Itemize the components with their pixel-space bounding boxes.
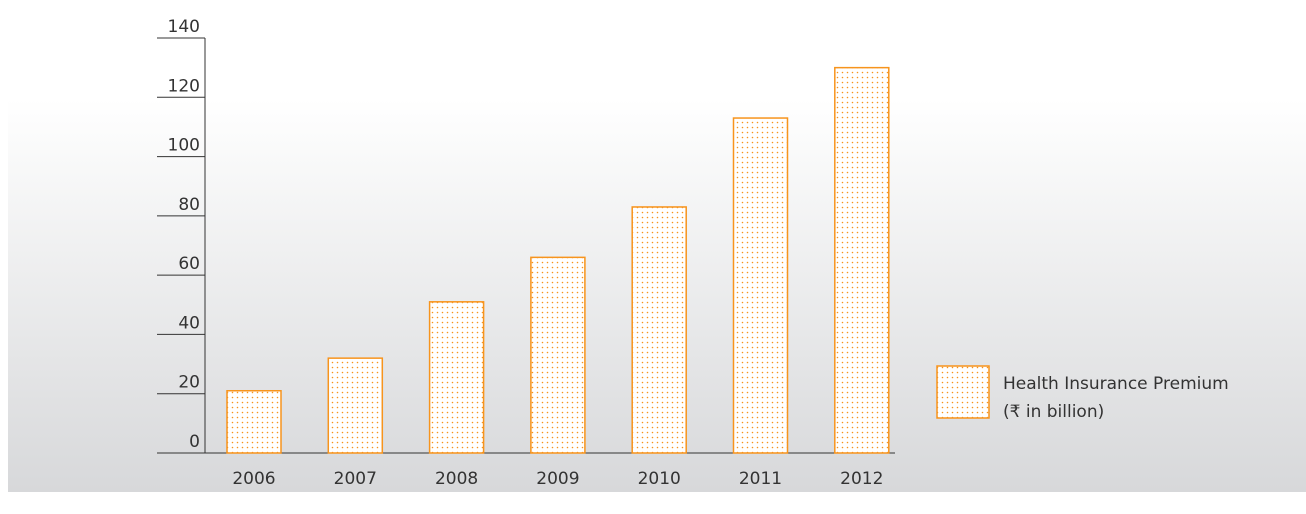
bar-2008: [428, 301, 485, 454]
bar-2012: [834, 66, 890, 454]
bar-2009: [530, 256, 586, 454]
x-label-2007: 2007: [334, 469, 377, 489]
y-tick-label-0: 0: [189, 432, 200, 452]
x-label-2011: 2011: [739, 469, 782, 489]
x-label-2008: 2008: [435, 469, 478, 489]
bar-2011: [732, 117, 789, 454]
y-tick-label-140: 140: [168, 17, 200, 37]
x-label-2010: 2010: [638, 469, 681, 489]
bar-2007: [327, 357, 384, 454]
legend: Health Insurance Premium (₹ in billion): [936, 365, 1229, 422]
bar-2010: [631, 206, 687, 454]
legend-label-line-1: Health Insurance Premium: [1003, 374, 1229, 394]
y-tick-label-120: 120: [168, 76, 200, 96]
bar-2006: [226, 390, 282, 454]
x-label-2006: 2006: [232, 469, 275, 489]
y-tick-label-60: 60: [178, 254, 200, 274]
x-label-2009: 2009: [536, 469, 579, 489]
legend-label-line-2: (₹ in billion): [1003, 402, 1104, 422]
y-tick-label-80: 80: [178, 195, 200, 215]
legend-swatch: [936, 365, 990, 419]
y-axis: 0 20 40 60 80 100 120 140: [157, 17, 895, 454]
y-tick-label-20: 20: [178, 373, 200, 393]
x-label-2012: 2012: [840, 469, 883, 489]
y-tick-label-40: 40: [178, 313, 200, 333]
x-axis-labels: 2006 2007 2008 2009 2010 2011 2012: [232, 469, 883, 489]
bars: [226, 66, 890, 454]
y-tick-label-100: 100: [168, 136, 200, 156]
